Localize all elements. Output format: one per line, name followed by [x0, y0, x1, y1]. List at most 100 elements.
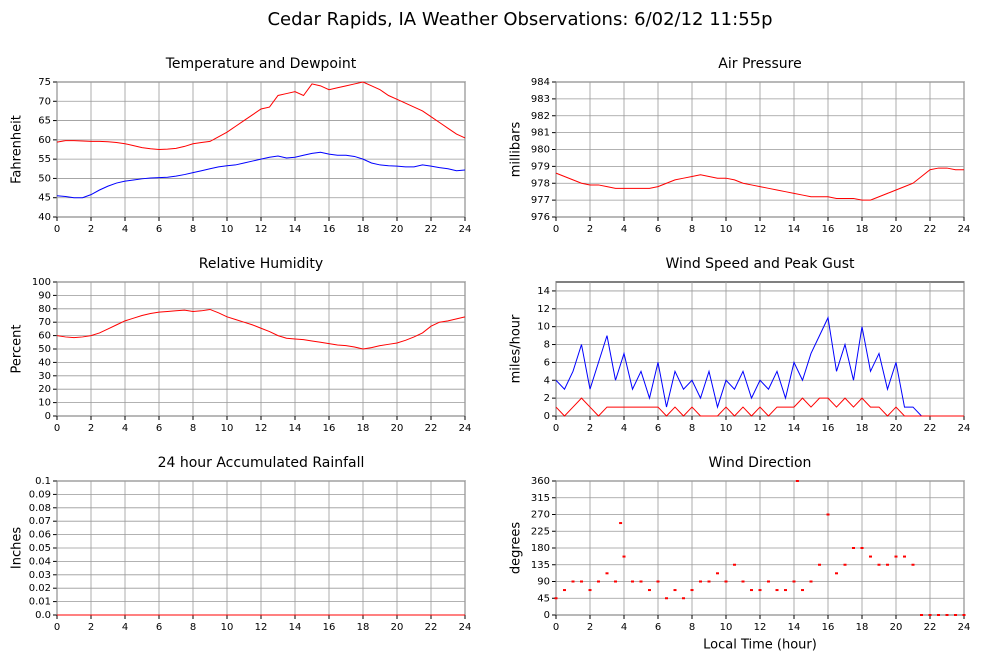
y-tick-label: 80 [38, 304, 51, 315]
y-tick-label: 10 [38, 398, 51, 409]
y-tick-label: 12 [537, 304, 550, 315]
y-tick-label: 70 [38, 317, 51, 328]
y-tick-label: 977 [531, 195, 550, 206]
y-tick-label: 0.0 [35, 610, 51, 621]
data-point [877, 563, 881, 566]
x-tick-label: 20 [391, 622, 404, 633]
x-tick-label: 22 [924, 622, 937, 633]
data-point [656, 580, 660, 583]
y-tick-label: 45 [537, 593, 550, 604]
y-tick-label: 75 [38, 77, 51, 88]
y-tick-label: 65 [38, 116, 51, 127]
x-tick-label: 14 [289, 423, 302, 434]
x-tick-label: 12 [754, 622, 767, 633]
y-tick-label: 315 [531, 493, 550, 504]
y-tick-label: 978 [531, 178, 550, 189]
x-tick-label: 22 [425, 622, 438, 633]
x-tick-label: 16 [323, 224, 336, 235]
x-tick-label: 24 [459, 224, 472, 235]
x-tick-label: 22 [425, 224, 438, 235]
y-tick-label: 980 [531, 145, 550, 156]
y-tick-label: 0.01 [29, 597, 51, 608]
y-tick-label: 976 [531, 212, 550, 223]
x-tick-label: 8 [689, 423, 695, 434]
x-tick-label: 10 [221, 622, 234, 633]
x-tick-label: 10 [221, 423, 234, 434]
y-tick-label: 20 [38, 384, 51, 395]
x-tick-label: 20 [890, 224, 903, 235]
data-point [733, 563, 736, 566]
chart-title: Wind Speed and Peak Gust [666, 256, 855, 272]
x-tick-label: 12 [255, 622, 268, 633]
data-point [716, 572, 719, 575]
data-line [56, 308, 466, 350]
x-tick-label: 2 [587, 224, 593, 235]
x-tick-label: 16 [822, 423, 835, 434]
y-tick-label: 0.06 [29, 530, 51, 541]
y-axis-label: millibars [509, 122, 524, 178]
y-tick-label: 180 [531, 543, 550, 554]
x-tick-label: 24 [958, 622, 971, 633]
data-point [843, 563, 847, 566]
x-tick-label: 8 [190, 622, 196, 633]
x-tick-label: 18 [856, 622, 869, 633]
y-axis-label: miles/hour [509, 314, 524, 383]
x-tick-label: 0 [54, 224, 60, 235]
x-tick-label: 16 [822, 224, 835, 235]
y-tick-label: 40 [38, 357, 51, 368]
y-tick-label: 0.07 [29, 516, 51, 527]
y-tick-label: 8 [544, 340, 550, 351]
x-tick-label: 20 [890, 622, 903, 633]
y-tick-label: 90 [38, 290, 51, 301]
data-point [860, 547, 864, 549]
data-point [954, 614, 957, 616]
data-point [619, 522, 623, 525]
x-tick-label: 12 [754, 423, 767, 434]
x-tick-label: 18 [357, 622, 370, 633]
x-tick-label: 14 [788, 622, 801, 633]
y-tick-label: 90 [537, 577, 550, 588]
data-point [801, 589, 804, 592]
x-axis-label: Local Time (hour) [703, 638, 817, 653]
data-point [699, 580, 702, 583]
y-tick-label: 979 [531, 161, 550, 172]
y-axis-label: Percent [10, 325, 25, 374]
data-point [818, 563, 821, 566]
x-tick-label: 2 [587, 622, 593, 633]
y-tick-label: 225 [531, 526, 550, 537]
x-tick-label: 0 [553, 423, 559, 434]
data-point [784, 589, 787, 592]
y-tick-label: 14 [537, 286, 550, 297]
data-point [886, 563, 889, 566]
data-point [775, 589, 779, 592]
data-point [920, 614, 923, 616]
y-tick-label: 0.09 [29, 489, 51, 500]
data-point [928, 614, 932, 616]
x-tick-label: 2 [88, 224, 94, 235]
y-tick-label: 60 [38, 135, 51, 146]
x-tick-label: 4 [621, 622, 627, 633]
data-point [631, 580, 634, 583]
data-point [894, 555, 898, 558]
data-point [665, 597, 668, 600]
data-line [555, 316, 964, 417]
y-tick-label: 270 [531, 510, 550, 521]
y-tick-label: 2 [544, 393, 550, 404]
x-tick-label: 8 [689, 622, 695, 633]
data-point [903, 555, 906, 558]
y-tick-label: 50 [38, 173, 51, 184]
x-tick-label: 14 [788, 224, 801, 235]
y-tick-label: 30 [38, 371, 51, 382]
data-point [792, 580, 796, 583]
x-tick-label: 24 [459, 622, 472, 633]
data-point [750, 589, 753, 592]
y-tick-label: 0.02 [29, 583, 51, 594]
x-tick-label: 18 [357, 224, 370, 235]
x-tick-label: 12 [255, 224, 268, 235]
data-point [852, 547, 855, 549]
data-point [911, 563, 915, 566]
x-tick-label: 16 [323, 423, 336, 434]
x-tick-label: 18 [856, 224, 869, 235]
y-tick-label: 981 [531, 128, 550, 139]
